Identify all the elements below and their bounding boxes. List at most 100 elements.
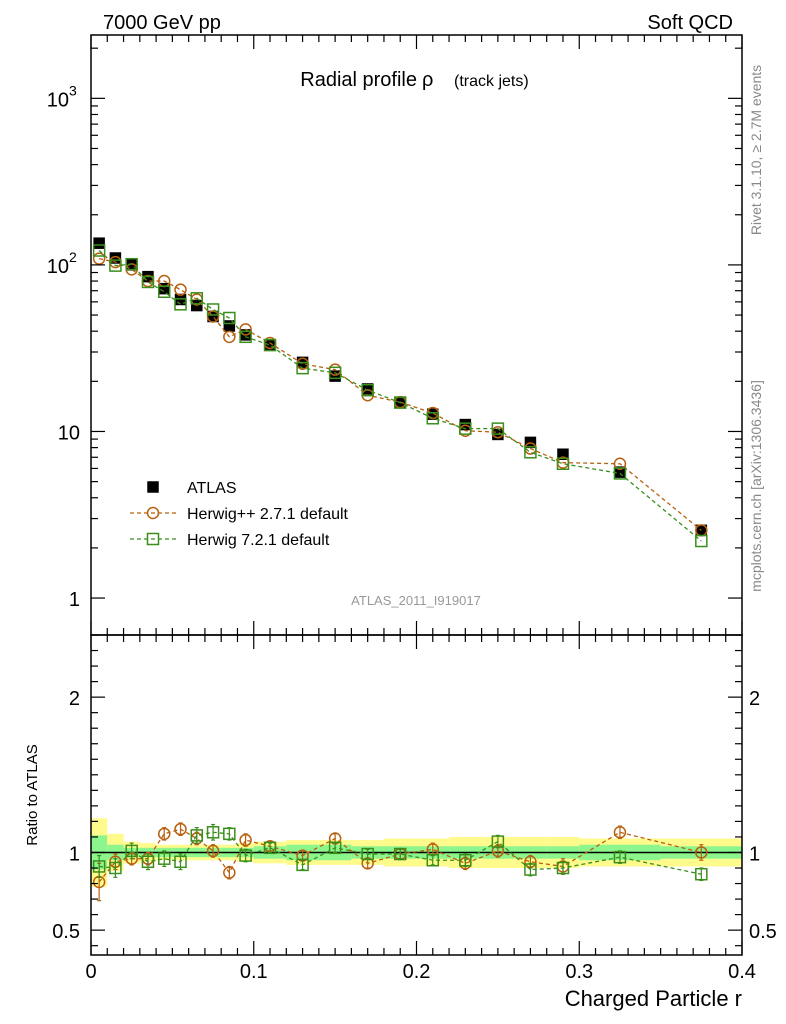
atlas-point xyxy=(109,252,122,264)
analysis-label: ATLAS_2011_I919017 xyxy=(351,593,481,608)
herwigpp-point xyxy=(174,283,187,296)
herwig7-point xyxy=(125,257,138,271)
atlas-point xyxy=(93,237,105,249)
ratio-herwig7-point xyxy=(556,861,570,875)
x-axis-label: Charged Particle r xyxy=(565,986,742,1011)
atlas-point xyxy=(361,383,374,395)
y-tick-label: 10 xyxy=(58,422,80,444)
herwig7-point xyxy=(613,467,627,480)
herwig7-point xyxy=(239,330,252,344)
ratio-herwig7-point xyxy=(613,850,627,864)
herwig7-point xyxy=(190,292,204,305)
ratio-herwig7-point xyxy=(361,847,374,861)
x-tick-label: 0.3 xyxy=(565,961,593,983)
herwig7-point xyxy=(174,298,187,311)
x-tick-label: 0.1 xyxy=(240,961,268,983)
ratio-series-1 xyxy=(92,823,708,882)
x-tick-label: 0.2 xyxy=(403,961,431,983)
herwig7-point xyxy=(361,383,374,397)
ratio-herwig7-point xyxy=(223,827,236,841)
ratio-herwig7-point xyxy=(206,826,220,839)
ratio-herwig7-point xyxy=(524,863,537,876)
herwig7-point xyxy=(426,412,440,425)
y-tick-label-exponent: 2 xyxy=(69,249,77,265)
legend-label: Herwig 7.2.1 default xyxy=(187,532,330,549)
series-line xyxy=(99,258,702,531)
ratio-frame xyxy=(90,634,743,956)
series-0 xyxy=(93,237,708,537)
legend-label: ATLAS xyxy=(187,480,237,497)
category-label: Soft QCD xyxy=(647,12,733,34)
ratio-herwigpp-point xyxy=(174,822,187,836)
ratio-herwig7-point xyxy=(157,852,171,865)
herwig7-point xyxy=(223,311,236,325)
herwig7-point xyxy=(296,361,309,375)
herwig7-point xyxy=(393,396,407,409)
ratio-herwig7-point xyxy=(491,835,505,848)
ratio-herwigpp-point xyxy=(239,833,252,847)
herwigpp-point xyxy=(206,310,220,323)
herwigpp-point xyxy=(239,323,252,336)
ratio-herwig7-point xyxy=(263,841,277,855)
herwigpp-point xyxy=(92,252,106,265)
herwig7-point xyxy=(459,422,472,435)
ratio-herwigpp-point xyxy=(613,826,627,839)
ratio-y-axis-label: Ratio to ATLAS xyxy=(24,744,41,845)
ratio-herwig7-point xyxy=(426,853,440,867)
legend-herwigpp-marker xyxy=(146,506,160,520)
main-data-layer xyxy=(92,237,708,548)
ratio-herwig7-point xyxy=(239,849,252,862)
y-tick-label: 10 xyxy=(47,256,69,278)
energy-label: 7000 GeV pp xyxy=(103,12,221,34)
herwig7-point xyxy=(491,422,505,435)
ratio-y-tick-label: 2 xyxy=(69,688,80,710)
series-2 xyxy=(92,244,708,548)
ratio-herwig7-point xyxy=(393,847,407,861)
herwig7-point xyxy=(109,259,122,272)
herwig7-point xyxy=(206,303,220,316)
ratio-herwig7-point xyxy=(296,858,309,872)
legend: ATLAS Herwig++ 2.7.1 default Herwig 7.2.1 … xyxy=(130,480,349,549)
ratio-y-tick-label-right: 2 xyxy=(749,688,760,710)
ratio-y-tick-label: 1 xyxy=(69,843,80,865)
ratio-herwigpp-point xyxy=(223,866,236,879)
chart-title-symbol: ρ xyxy=(422,69,433,91)
legend-herwig7-marker xyxy=(146,532,160,546)
ratio-y-tick-label-right: 0.5 xyxy=(749,921,777,943)
herwig7-point xyxy=(695,534,708,548)
mcplots-label: mcplots.cern.ch [arXiv:1306.3436] xyxy=(748,380,764,592)
ratio-series-line xyxy=(98,828,702,883)
ratio-herwig7-point xyxy=(109,861,122,875)
ratio-herwig7-point xyxy=(695,867,708,881)
x-tick-label: 0.4 xyxy=(728,961,756,983)
legend-label: Herwig++ 2.7.1 default xyxy=(187,506,349,523)
ratio-herwig7-point xyxy=(459,853,472,867)
ratio-y-tick-label: 0.5 xyxy=(52,921,80,943)
herwig7-point xyxy=(524,446,537,459)
ratio-herwigpp-point xyxy=(206,844,220,858)
ratio-data-layer xyxy=(91,818,742,902)
herwig7-point xyxy=(328,366,342,380)
rivet-label: Rivet 3.1.10, ≥ 2.7M events xyxy=(748,65,764,235)
ratio-series-line xyxy=(99,831,702,875)
herwig7-point xyxy=(157,285,171,298)
ratio-axes: 0 0.1 0.2 0.3 0.4 0.5 0.5 1 1 2 2 xyxy=(52,634,777,983)
series-line xyxy=(98,250,702,542)
x-tick-label: 0 xyxy=(85,961,96,983)
ratio-herwig7-point xyxy=(190,829,204,842)
ratio-herwigpp-point xyxy=(695,846,708,859)
y-tick-label-exponent: 3 xyxy=(69,82,77,98)
ratio-y-tick-label-right: 1 xyxy=(749,843,760,865)
herwig7-point xyxy=(92,244,106,257)
ratio-herwig7-point xyxy=(174,855,187,869)
herwig7-point xyxy=(141,275,155,289)
ratio-herwig7-point xyxy=(125,844,138,858)
herwig7-point xyxy=(556,457,570,471)
ratio-panel: 0 0.1 0.2 0.3 0.4 0.5 0.5 1 1 2 2 Ratio to ATLAS C… xyxy=(24,634,777,1011)
herwigpp-point xyxy=(613,457,627,471)
atlas-point xyxy=(557,448,569,460)
ratio-herwig7-point xyxy=(92,860,106,873)
